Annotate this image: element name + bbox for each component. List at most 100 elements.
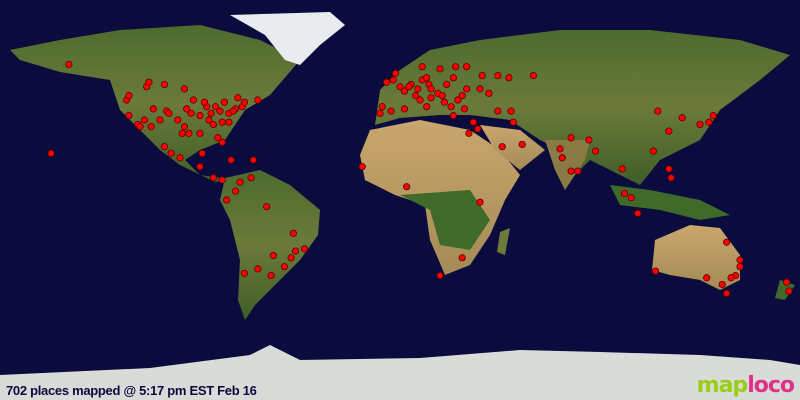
place-marker[interactable] — [389, 76, 397, 84]
place-marker[interactable] — [411, 91, 420, 100]
place-marker[interactable] — [667, 174, 675, 182]
place-marker[interactable] — [723, 238, 731, 246]
place-marker[interactable] — [416, 96, 424, 104]
place-marker[interactable] — [236, 178, 244, 186]
place-marker[interactable] — [240, 98, 249, 106]
place-marker[interactable] — [558, 154, 566, 162]
place-marker[interactable] — [509, 118, 517, 126]
place-marker[interactable] — [391, 69, 400, 77]
place-marker[interactable] — [785, 287, 793, 295]
place-marker[interactable] — [567, 134, 575, 142]
place-marker[interactable] — [585, 136, 593, 144]
place-marker[interactable] — [218, 176, 226, 184]
place-marker[interactable] — [174, 116, 182, 124]
place-marker[interactable] — [449, 111, 457, 120]
place-marker[interactable] — [269, 251, 277, 260]
place-marker[interactable] — [378, 103, 386, 111]
place-marker[interactable] — [418, 63, 426, 71]
place-marker[interactable] — [476, 85, 484, 93]
place-marker[interactable] — [227, 156, 235, 164]
place-marker[interactable] — [223, 196, 231, 204]
place-marker[interactable] — [160, 80, 169, 89]
place-marker[interactable] — [469, 118, 477, 126]
place-marker[interactable] — [427, 85, 435, 93]
place-marker[interactable] — [211, 103, 220, 111]
place-marker[interactable] — [196, 163, 204, 171]
place-marker[interactable] — [405, 83, 413, 91]
place-marker[interactable] — [485, 89, 493, 97]
place-marker[interactable] — [263, 203, 271, 211]
place-marker[interactable] — [403, 183, 411, 191]
place-marker[interactable] — [423, 103, 431, 111]
place-marker[interactable] — [165, 109, 173, 117]
place-marker[interactable] — [209, 174, 217, 182]
place-marker[interactable] — [280, 263, 289, 271]
place-marker[interactable] — [649, 147, 657, 155]
place-marker[interactable] — [454, 96, 462, 104]
place-marker[interactable] — [65, 60, 73, 69]
place-marker[interactable] — [200, 98, 209, 106]
place-marker[interactable] — [289, 229, 297, 237]
place-marker[interactable] — [231, 187, 240, 195]
place-marker[interactable] — [254, 265, 262, 273]
place-marker[interactable] — [220, 98, 229, 106]
place-marker[interactable] — [505, 74, 513, 82]
place-marker[interactable] — [436, 271, 444, 280]
place-marker[interactable] — [498, 143, 506, 151]
place-marker[interactable] — [180, 85, 189, 93]
place-marker[interactable] — [696, 120, 704, 129]
place-marker[interactable] — [147, 123, 155, 131]
place-marker[interactable] — [47, 149, 55, 157]
place-marker[interactable] — [478, 71, 486, 80]
place-marker[interactable] — [727, 274, 735, 282]
place-marker[interactable] — [358, 163, 366, 171]
place-marker[interactable] — [267, 271, 275, 280]
place-marker[interactable] — [209, 120, 217, 129]
place-marker[interactable] — [145, 78, 153, 86]
place-marker[interactable] — [376, 109, 384, 117]
place-marker[interactable] — [634, 209, 642, 217]
place-marker[interactable] — [125, 91, 133, 100]
place-marker[interactable] — [678, 114, 686, 122]
place-marker[interactable] — [396, 83, 404, 91]
place-marker[interactable] — [627, 194, 635, 202]
place-marker[interactable] — [474, 125, 482, 133]
place-marker[interactable] — [291, 247, 300, 255]
place-marker[interactable] — [618, 165, 626, 173]
place-marker[interactable] — [423, 74, 431, 82]
place-marker[interactable] — [494, 71, 502, 80]
place-marker[interactable] — [167, 149, 175, 157]
place-marker[interactable] — [736, 263, 744, 271]
place-marker[interactable] — [234, 94, 242, 102]
place-marker[interactable] — [451, 63, 460, 71]
place-marker[interactable] — [414, 85, 422, 93]
place-marker[interactable] — [718, 280, 726, 289]
place-marker[interactable] — [703, 274, 711, 282]
place-marker[interactable] — [574, 167, 582, 175]
place-marker[interactable] — [620, 189, 629, 197]
place-marker[interactable] — [149, 105, 157, 113]
place-marker[interactable] — [185, 129, 193, 137]
place-marker[interactable] — [156, 116, 164, 124]
place-marker[interactable] — [196, 129, 204, 137]
place-marker[interactable] — [440, 98, 449, 106]
place-marker[interactable] — [463, 85, 471, 93]
place-marker[interactable] — [463, 63, 471, 71]
place-marker[interactable] — [736, 256, 744, 264]
place-marker[interactable] — [529, 71, 537, 80]
place-marker[interactable] — [300, 245, 309, 253]
place-marker[interactable] — [225, 118, 233, 126]
place-marker[interactable] — [205, 116, 213, 124]
place-marker[interactable] — [125, 111, 133, 120]
place-marker[interactable] — [178, 129, 186, 137]
place-marker[interactable] — [180, 123, 189, 131]
place-marker[interactable] — [705, 118, 713, 126]
place-marker[interactable] — [447, 103, 455, 111]
place-marker[interactable] — [249, 156, 257, 164]
place-marker[interactable] — [723, 289, 731, 297]
place-marker[interactable] — [507, 107, 515, 115]
place-marker[interactable] — [218, 118, 226, 126]
place-marker[interactable] — [189, 96, 197, 104]
place-marker[interactable] — [476, 198, 484, 206]
